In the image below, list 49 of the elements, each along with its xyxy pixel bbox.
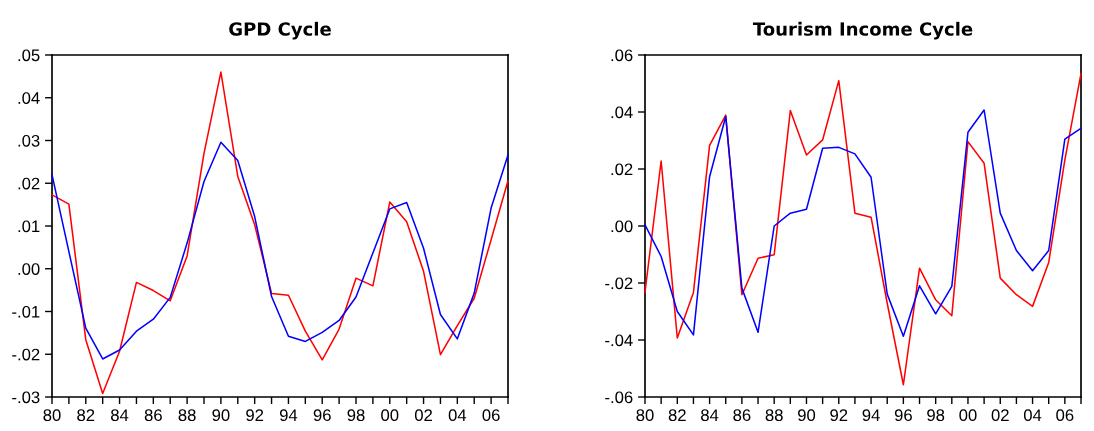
chart-title: Tourism Income Cycle [752, 21, 973, 40]
y-tick-label: .00 [18, 263, 40, 275]
y-tick-label: .02 [611, 163, 633, 176]
x-tick-label: 06 [482, 409, 500, 422]
line-series [644, 72, 1082, 386]
y-tick-label: .06 [611, 49, 633, 62]
y-tick-label: -.02 [12, 348, 40, 361]
y-tick-label: .01 [18, 220, 40, 233]
x-tick-label: 96 [894, 409, 912, 422]
x-tick-label: 82 [77, 409, 95, 422]
x-tick-label: 04 [1023, 409, 1042, 422]
x-tick-label: 90 [212, 409, 230, 422]
x-tick-label: 84 [111, 409, 129, 422]
line-series [51, 141, 509, 360]
x-tick-label: 00 [959, 409, 977, 422]
y-tick-label: -.03 [12, 391, 40, 404]
y-tick-label: .03 [18, 134, 40, 147]
x-tick-label: 80 [43, 409, 61, 422]
x-tick-label: 98 [927, 409, 945, 422]
x-tick-label: 02 [991, 409, 1009, 422]
x-tick-label: 90 [797, 409, 816, 422]
x-tick-label: 96 [313, 409, 331, 422]
x-tick-label: 92 [830, 409, 848, 422]
y-tick-label: .04 [611, 106, 633, 119]
x-tick-label: 84 [701, 409, 719, 422]
x-tick-label: 00 [381, 409, 399, 422]
x-tick-label: 02 [414, 409, 432, 422]
x-tick-label: 80 [636, 409, 654, 422]
x-tick-label: 06 [1056, 409, 1074, 422]
x-tick-label: 86 [733, 409, 751, 422]
x-tick-label: 88 [765, 409, 783, 422]
y-tick-label: -.01 [12, 305, 40, 318]
x-tick-label: 04 [448, 409, 467, 422]
x-tick-label: 94 [862, 409, 880, 422]
chart-title: GPD Cycle [229, 21, 331, 40]
x-tick-label: 92 [246, 409, 264, 422]
x-tick-label: 98 [347, 409, 365, 422]
x-tick-label: 82 [668, 409, 686, 422]
line-series [644, 109, 1082, 338]
y-tick-label: -.02 [605, 277, 633, 290]
y-tick-label: .05 [18, 49, 40, 62]
y-tick-label: .02 [18, 177, 40, 190]
y-tick-label: -.06 [605, 391, 633, 404]
x-tick-label: 86 [144, 409, 162, 422]
y-tick-label: -.04 [605, 334, 633, 347]
x-tick-label: 94 [279, 409, 298, 422]
y-tick-label: .04 [18, 92, 40, 104]
x-tick-label: 88 [178, 409, 196, 422]
y-tick-label: .00 [611, 220, 633, 233]
